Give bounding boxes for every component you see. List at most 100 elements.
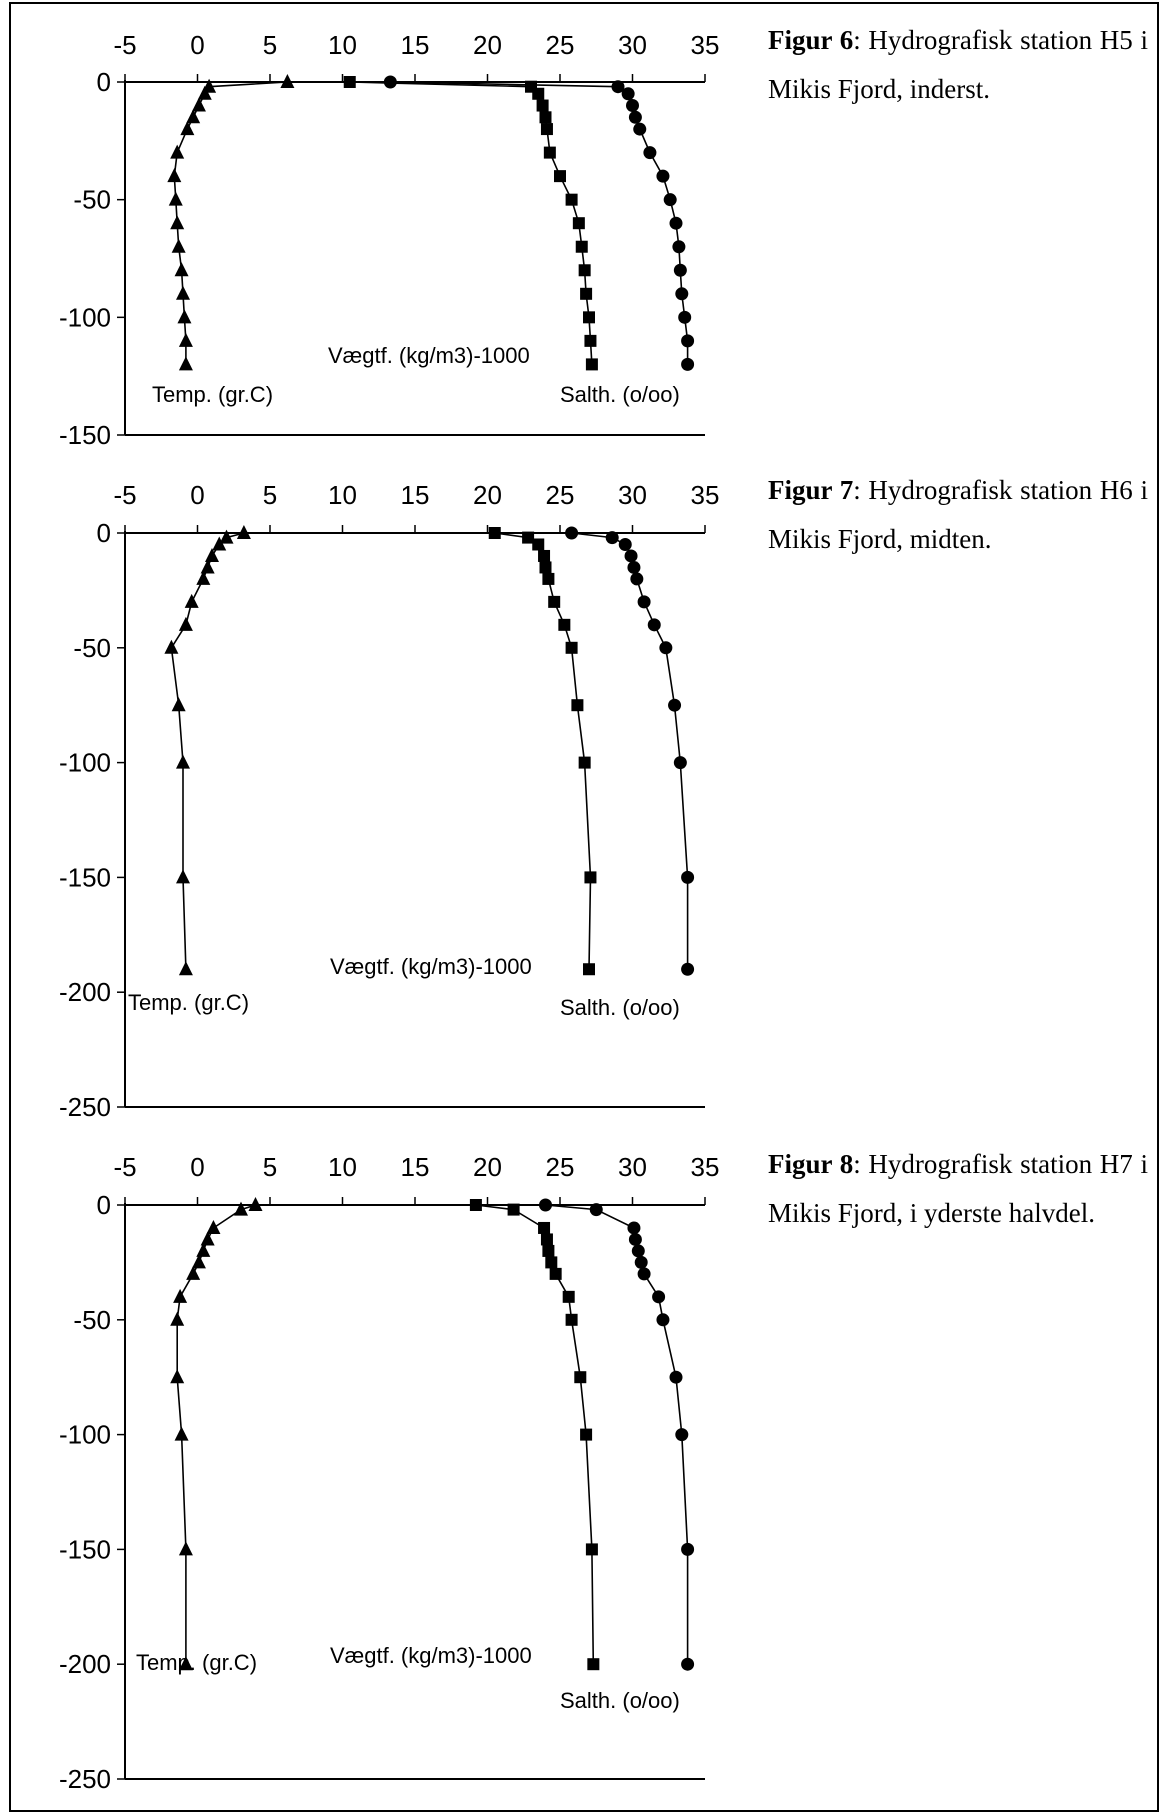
data-point-circle [565,526,579,540]
data-point-circle [628,110,642,124]
data-point-circle [672,240,686,254]
data-point-square [538,1221,551,1234]
x-tick-label: 30 [618,480,647,510]
figure-caption-text: : Hydrografisk station H7 i Mikis Fjord,… [768,1149,1148,1228]
data-point-circle [675,287,689,301]
data-point-triangle [176,754,190,769]
series-label: Temp. (gr.C) [152,382,273,407]
y-tick-label: 0 [97,1190,111,1220]
series-line [545,1204,689,1665]
x-tick-label: 15 [401,480,430,510]
data-point-square [343,76,356,88]
data-point-triangle [186,109,201,124]
data-point-circle [637,595,651,609]
data-point-square [543,146,556,159]
x-tick-label: 5 [263,1152,277,1182]
data-point-circle [675,1428,689,1442]
series-line [475,1204,595,1665]
series-circle: Salth. (o/oo) [560,526,695,1020]
data-point-square [549,1267,562,1280]
data-point-square [562,1290,575,1303]
data-point-circle [631,1244,645,1258]
series-line [571,532,689,970]
data-point-triangle [248,1197,263,1211]
x-tick-label: 0 [190,1152,204,1182]
data-point-circle [634,1255,648,1269]
y-tick-label: -200 [59,977,111,1007]
data-point-circle [628,1232,642,1246]
data-point-square [539,111,552,124]
series-line [173,81,288,365]
data-point-square [539,561,552,574]
data-point-square [584,871,597,884]
x-tick-label: 30 [618,30,647,60]
data-point-triangle [174,1426,189,1441]
data-point-square [574,1371,587,1384]
data-point-circle [656,169,670,183]
y-tick-label: -150 [59,862,111,892]
data-point-square [578,264,591,277]
data-point-circle [627,1221,641,1235]
data-point-triangle [178,1656,193,1671]
data-point-square [538,549,551,562]
data-point-circle [643,146,657,160]
data-point-triangle [200,1231,215,1246]
data-point-triangle [234,1201,248,1216]
series-line [176,1204,256,1665]
data-point-circle [539,1198,552,1212]
series-label: Vægtf. (kg/m3)-1000 [328,343,530,368]
data-point-circle [624,549,638,563]
data-point-triangle [205,547,219,562]
data-point-circle [633,122,647,136]
data-point-circle [681,357,695,371]
data-point-triangle [197,85,212,100]
data-point-square [507,1203,520,1216]
data-point-square [469,1199,482,1211]
x-tick-label: 35 [691,30,720,60]
y-tick-label: -250 [59,1092,111,1122]
data-point-square [583,311,595,324]
data-point-circle [647,618,661,632]
data-point-triangle [176,285,190,300]
figure-caption-6: Figur 6: Hydrografisk station H5 i Mikis… [768,16,1148,114]
series-line [170,532,245,970]
series-triangle: Temp. (gr.C) [128,525,251,1015]
data-point-circle [611,80,625,94]
x-tick-label: 35 [691,480,720,510]
x-tick-label: 25 [546,480,575,510]
data-point-circle [652,1290,666,1304]
x-tick-label: 35 [691,1152,720,1182]
data-point-triangle [178,332,193,347]
figure-caption-7: Figur 7: Hydrografisk station H6 i Mikis… [768,466,1148,564]
series-label: Temp. (gr.C) [128,990,249,1015]
data-point-square [585,358,598,371]
figure-label: Figur 7 [768,475,854,505]
data-point-square [540,1233,553,1246]
y-tick-label: -150 [59,1534,111,1564]
x-tick-label: 30 [618,1152,647,1182]
y-tick-label: -200 [59,1649,111,1679]
data-point-triangle [200,559,215,574]
data-point-square [578,756,591,769]
data-point-circle [681,870,695,884]
data-point-square [571,699,584,712]
data-point-circle [673,263,687,277]
data-point-triangle [196,570,211,585]
data-point-triangle [171,697,186,712]
data-point-square [565,193,578,206]
data-point-circle [681,962,695,976]
data-point-circle [663,193,677,207]
data-point-square [584,334,597,347]
data-point-triangle [191,97,206,112]
series-label: Salth. (o/oo) [560,1688,680,1713]
x-tick-label: -5 [113,30,136,60]
data-point-square [554,170,566,183]
x-tick-label: 15 [401,1152,430,1182]
data-point-square [575,240,588,253]
data-point-circle [673,756,687,770]
data-point-circle [681,1542,695,1556]
data-point-triangle [174,262,189,277]
data-point-circle [681,1657,695,1671]
